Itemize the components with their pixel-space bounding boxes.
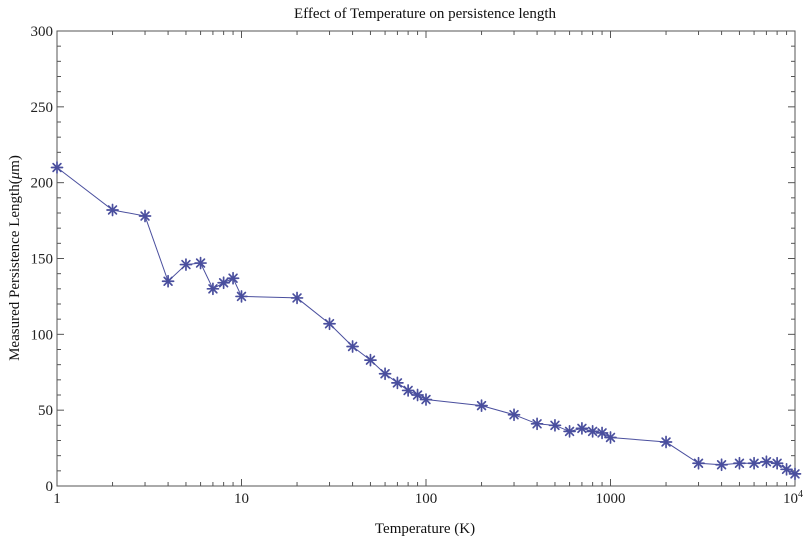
y-tick-label: 100	[31, 327, 54, 343]
y-tick-label: 0	[46, 479, 54, 495]
data-point	[217, 276, 230, 290]
y-tick-label: 300	[31, 24, 54, 40]
data-point	[161, 274, 175, 288]
data-point	[106, 203, 119, 217]
data-point	[548, 418, 562, 432]
chart-title: Effect of Temperature on persistence len…	[294, 6, 557, 22]
data-point	[780, 462, 793, 476]
data-point	[715, 458, 728, 472]
x-tick-label: 100	[415, 491, 438, 507]
data-point	[595, 426, 609, 440]
y-axis-title: Measured Persistence Length(μm)	[7, 155, 23, 361]
data-point	[323, 317, 336, 331]
x-axis-title: Temperature (K)	[375, 521, 475, 537]
x-tick-label: 104	[783, 489, 803, 507]
data-point	[586, 425, 599, 438]
data-point	[364, 353, 377, 367]
plot-frame	[56, 30, 796, 487]
y-tick-label: 250	[31, 100, 54, 116]
data-point	[50, 161, 64, 174]
data-point	[401, 384, 415, 397]
x-tick-label: 1	[53, 491, 61, 507]
data-point	[226, 271, 240, 285]
data-point	[760, 455, 773, 469]
data-point	[138, 209, 152, 223]
x-tick-label: 10	[234, 491, 249, 507]
data-point	[563, 425, 576, 438]
data-point	[391, 376, 404, 390]
data-point	[507, 408, 521, 422]
data-point	[179, 258, 193, 271]
data-point	[604, 431, 617, 444]
data-point	[411, 388, 424, 402]
data-point	[659, 435, 673, 449]
data-point	[346, 340, 359, 353]
data-point	[235, 290, 248, 303]
y-tick-label: 200	[31, 176, 54, 192]
series-line	[56, 167, 796, 475]
data-point	[194, 256, 207, 270]
data-point	[747, 456, 761, 470]
y-tick-label: 150	[31, 252, 54, 268]
data-point	[733, 456, 746, 470]
data-point	[290, 291, 304, 305]
data-point	[575, 422, 589, 435]
data-point	[530, 417, 544, 431]
data-point	[378, 367, 392, 381]
x-tick-label: 1000	[596, 491, 626, 507]
data-point	[206, 282, 220, 296]
data-point	[419, 393, 433, 406]
y-tick-label: 50	[38, 403, 53, 419]
data-point	[770, 456, 784, 470]
data-point	[475, 399, 488, 412]
data-point	[788, 467, 802, 481]
data-point	[692, 456, 705, 470]
